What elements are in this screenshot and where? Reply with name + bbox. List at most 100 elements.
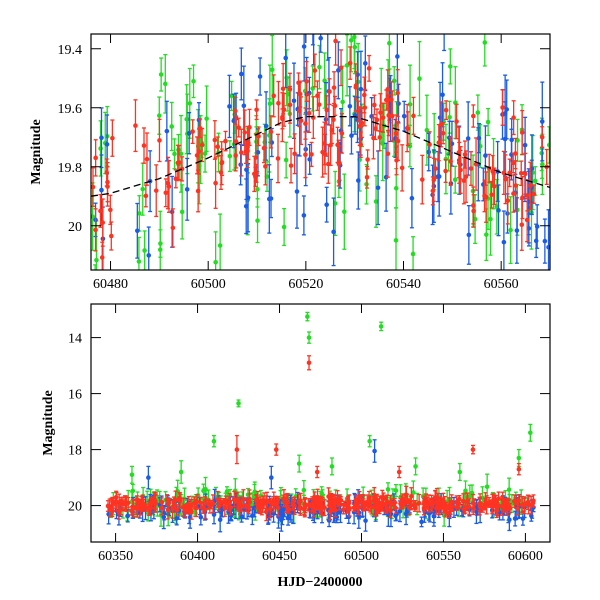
- blue-outlier-point: [269, 465, 274, 490]
- green-data-point: [169, 101, 175, 152]
- green-data-point: [352, 34, 358, 75]
- red-data-point: [353, 71, 359, 100]
- red-data-point: [194, 494, 200, 510]
- red-data-point: [332, 494, 338, 512]
- red-data-point: [389, 90, 395, 142]
- red-data-point: [385, 129, 391, 178]
- red-data-point: [165, 500, 171, 520]
- bottom-panel-y-ticks: 14 16 18 20: [68, 332, 550, 515]
- red-data-point: [312, 53, 318, 88]
- red-data-point: [261, 492, 267, 510]
- x-tick-label: 60400: [180, 549, 215, 564]
- red-data-point: [149, 496, 155, 510]
- blue-data-point: [198, 508, 204, 526]
- bottom-panel-x-ticks: 60350 60400 60450 60500 60550 60600: [98, 304, 543, 564]
- green-data-point: [393, 207, 399, 270]
- green-data-point: [162, 53, 168, 114]
- blue-data-point: [294, 154, 300, 229]
- red-data-point: [466, 498, 472, 516]
- red-data-point: [339, 112, 345, 154]
- red-data-point: [287, 72, 293, 106]
- green-outlier-point: [329, 457, 335, 476]
- red-data-point: [528, 161, 533, 210]
- blue-data-point: [257, 57, 263, 96]
- red-data-point: [461, 504, 467, 515]
- red-data-point: [114, 491, 119, 512]
- green-data-point: [255, 198, 260, 244]
- red-data-point: [283, 493, 289, 514]
- red-data-point: [483, 171, 489, 223]
- red-data-point: [443, 159, 448, 183]
- red-data-point: [463, 150, 469, 203]
- blue-data-point: [301, 195, 307, 236]
- red-outlier-point: [234, 434, 240, 465]
- red-data-point: [539, 126, 545, 149]
- red-outlier-point: [306, 355, 312, 371]
- x-tick-label: 60500: [344, 549, 379, 564]
- bottom-panel-frame: [90, 303, 551, 543]
- red-data-point: [110, 496, 115, 506]
- red-data-point: [213, 157, 218, 209]
- bottom-panel-x-axis-label: HJD−2400000: [278, 575, 363, 590]
- green-data-point: [342, 173, 347, 250]
- red-data-point: [454, 495, 459, 509]
- blue-data-point: [281, 509, 286, 521]
- green-data-point: [142, 230, 147, 270]
- blue-data-point: [419, 516, 424, 528]
- red-data-point: [521, 498, 527, 512]
- red-data-point: [108, 194, 113, 226]
- red-data-point: [357, 106, 362, 147]
- green-data-point: [417, 40, 422, 117]
- x-tick-label: 60520: [288, 277, 323, 292]
- red-data-point: [520, 175, 525, 220]
- red-data-point: [303, 107, 308, 140]
- red-data-point: [404, 103, 410, 153]
- green-outlier-point: [236, 399, 241, 408]
- red-data-point: [247, 493, 253, 511]
- red-data-point: [470, 186, 476, 225]
- blue-data-point: [310, 34, 315, 46]
- green-data-point: [201, 483, 206, 499]
- red-data-point: [280, 62, 286, 115]
- blue-data-point: [291, 62, 297, 139]
- green-data-point: [281, 207, 287, 247]
- top-panel-y-ticks: 19.4 19.6 19.8 20: [58, 43, 550, 235]
- red-data-point: [281, 494, 286, 503]
- green-data-point: [158, 57, 164, 92]
- red-data-point: [219, 148, 225, 176]
- red-data-point: [333, 34, 338, 66]
- x-tick-label: 60560: [484, 277, 519, 292]
- red-data-point: [108, 221, 114, 251]
- red-data-point: [496, 491, 501, 507]
- red-data-point: [100, 198, 106, 247]
- red-data-point: [124, 495, 129, 512]
- red-data-point: [393, 502, 398, 514]
- red-data-point: [290, 498, 296, 511]
- red-data-point: [379, 495, 385, 512]
- red-data-point: [505, 176, 511, 225]
- red-data-point: [170, 499, 175, 519]
- blue-data-point: [501, 210, 507, 270]
- blue-data-point: [442, 34, 447, 52]
- top-panel: 60480 60500 60520 60540 60560 19.4 19.6 19.8 20…: [29, 33, 551, 292]
- red-data-point: [110, 119, 115, 157]
- red-data-point: [347, 46, 353, 80]
- red-data-point: [448, 500, 453, 516]
- blue-data-point: [466, 205, 472, 265]
- red-data-point: [489, 499, 495, 515]
- blue-data-point: [164, 100, 170, 162]
- red-data-point: [383, 89, 389, 111]
- red-data-point: [326, 144, 331, 184]
- red-data-point: [205, 498, 211, 510]
- blue-data-point: [135, 202, 140, 259]
- red-data-point: [341, 500, 347, 509]
- red-data-point: [423, 500, 428, 509]
- red-data-point: [322, 499, 327, 517]
- blue-data-point: [363, 509, 368, 532]
- green-data-point: [227, 140, 233, 173]
- blue-data-point: [504, 79, 510, 140]
- green-data-point: [508, 196, 513, 265]
- blue-data-point: [542, 218, 548, 264]
- red-data-point: [528, 495, 534, 515]
- red-data-point: [355, 100, 361, 123]
